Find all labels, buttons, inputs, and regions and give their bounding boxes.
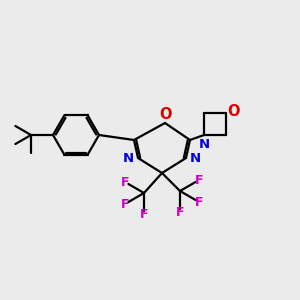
Text: N: N — [123, 152, 134, 164]
Text: F: F — [176, 206, 184, 220]
Text: F: F — [121, 197, 129, 211]
Text: N: N — [198, 138, 210, 151]
Text: N: N — [190, 152, 201, 164]
Text: F: F — [195, 196, 203, 208]
Text: F: F — [140, 208, 148, 221]
Text: F: F — [195, 173, 203, 187]
Text: O: O — [159, 107, 171, 122]
Text: F: F — [121, 176, 129, 188]
Text: O: O — [227, 104, 239, 119]
